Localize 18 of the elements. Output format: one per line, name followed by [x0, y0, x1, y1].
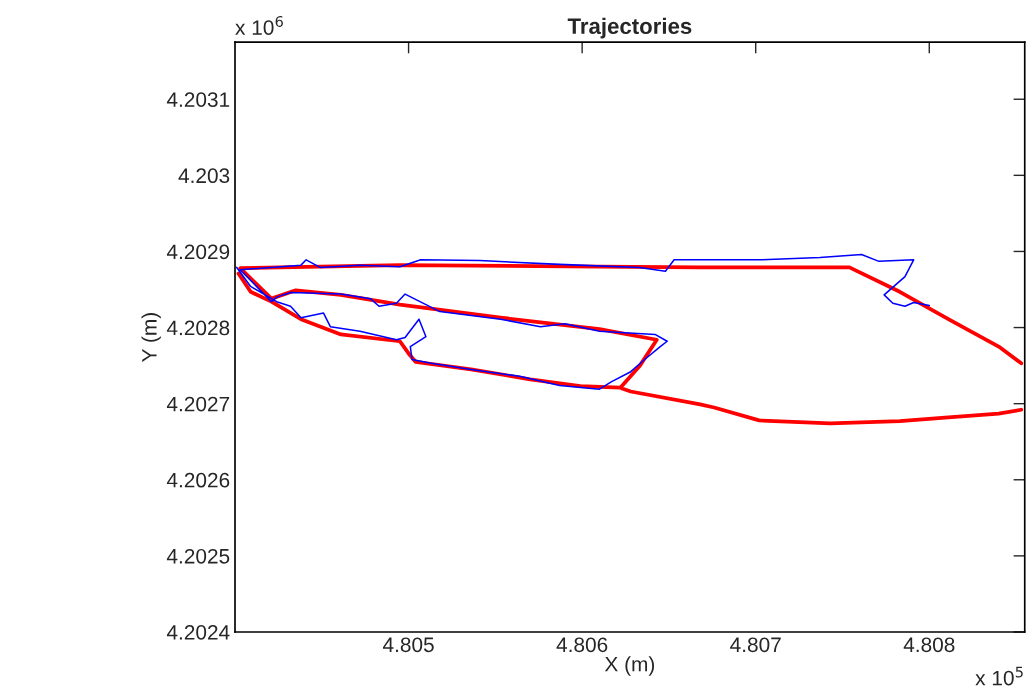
y-tick-label: 4.2024	[166, 624, 230, 640]
x-tick-label: 4.806	[556, 637, 608, 653]
y-tick-label: 4.2025	[166, 548, 230, 564]
text: x 10$^{5}$	[975, 666, 1023, 686]
y-tick-label: 4.2029	[166, 244, 230, 260]
y-tick-label: 4.2028	[166, 320, 230, 336]
line-series	[235, 253, 931, 390]
y-tick-label: 4.2026	[166, 472, 230, 488]
y-axis-title: Y (m)	[141, 313, 161, 362]
y-tick-label: 4.203	[178, 168, 230, 184]
y-tick-label: 4.2027	[166, 396, 230, 412]
x-tick-label: 4.805	[382, 637, 434, 653]
chart-title: Trajectories	[567, 17, 692, 39]
text: x 10$^{6}$	[235, 15, 283, 35]
x-tick-label: 4.807	[730, 637, 781, 653]
y-tick-label: 4.2031	[166, 92, 230, 107]
x-tick-label: 4.808	[903, 637, 955, 653]
x-axis-title: X (m)	[604, 656, 655, 676]
